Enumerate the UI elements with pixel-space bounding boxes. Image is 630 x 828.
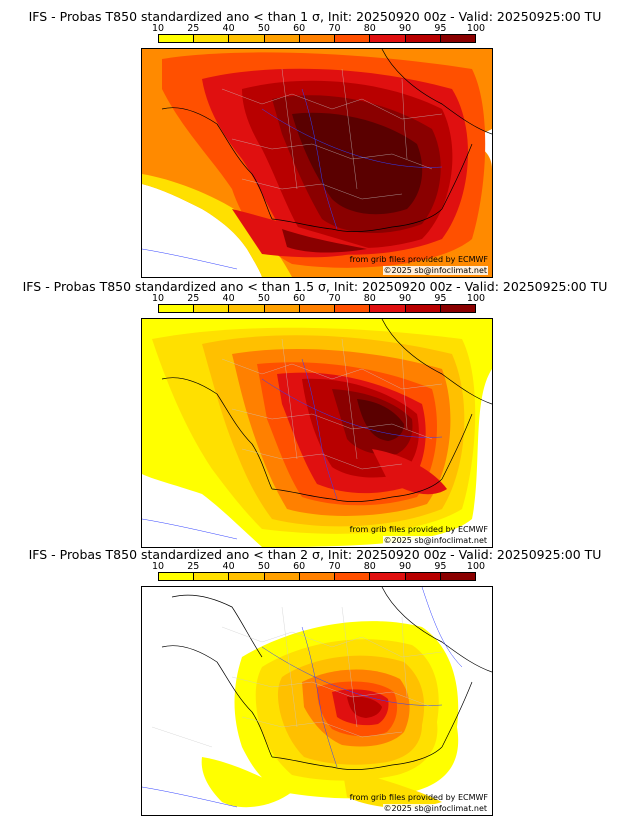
colorbar-tick-label: 90 (399, 293, 412, 304)
colorbar-swatch (335, 305, 371, 312)
colorbar (158, 34, 476, 43)
copyright-credit: ©2025 sb@infoclimat.net (382, 266, 488, 275)
colorbar (158, 304, 476, 313)
source-credit: from grib files provided by ECMWF (349, 793, 488, 802)
colorbar-swatch (440, 35, 475, 42)
map-panel-1-5sigma: IFS - Probas T850 standardized ano < tha… (0, 280, 630, 548)
colorbar-swatch (370, 573, 406, 580)
colorbar-swatch (405, 35, 441, 42)
colorbar-tick-label: 25 (187, 561, 200, 572)
map-panel-1sigma: IFS - Probas T850 standardized ano < tha… (0, 10, 630, 278)
panel-title: IFS - Probas T850 standardized ano < tha… (22, 279, 608, 294)
colorbar-tick-label: 10 (151, 293, 165, 304)
colorbar-swatch (299, 35, 336, 42)
colorbar-swatch (229, 305, 265, 312)
copyright-credit: ©2025 sb@infoclimat.net (382, 804, 488, 813)
colorbar-swatch (264, 305, 300, 312)
colorbar-tick-label: 100 (466, 293, 486, 304)
probability-map: from grib files provided by ECMWF ©2025 … (141, 48, 493, 278)
colorbar-swatch (440, 573, 475, 580)
colorbar-swatch (405, 573, 441, 580)
colorbar (158, 572, 476, 581)
colorbar-swatch (194, 305, 230, 312)
source-credit: from grib files provided by ECMWF (349, 255, 488, 264)
colorbar-tick-label: 60 (293, 23, 306, 34)
colorbar-tick-label: 90 (399, 561, 412, 572)
probability-map-graphic (142, 319, 492, 547)
colorbar-tick-label: 50 (257, 23, 270, 34)
colorbar-swatch (194, 35, 230, 42)
colorbar-swatch (370, 35, 406, 42)
colorbar-swatch (229, 573, 265, 580)
colorbar-swatch (370, 305, 406, 312)
colorbar-tick-label: 70 (328, 23, 341, 34)
colorbar-swatch (299, 305, 336, 312)
probability-map: from grib files provided by ECMWF ©2025 … (141, 586, 493, 816)
colorbar-swatch (335, 573, 371, 580)
colorbar-labels: 10 25 40 50 60 70 80 90 95 100 (152, 293, 485, 304)
colorbar-tick-label: 50 (257, 293, 270, 304)
colorbar-swatch (335, 35, 371, 42)
colorbar-tick-label: 50 (257, 561, 270, 572)
probability-map: from grib files provided by ECMWF ©2025 … (141, 318, 493, 548)
colorbar-labels: 10 25 40 50 60 70 80 90 95 100 (152, 23, 485, 34)
panel-title: IFS - Probas T850 standardized ano < tha… (28, 9, 602, 24)
colorbar-labels: 10 25 40 50 60 70 80 90 95 100 (152, 561, 485, 572)
probability-map-graphic (142, 587, 492, 815)
probability-map-graphic (142, 49, 492, 277)
colorbar-swatch (159, 35, 195, 42)
colorbar-swatch (159, 573, 195, 580)
colorbar-tick-label: 95 (434, 23, 447, 34)
colorbar-swatch (194, 573, 230, 580)
colorbar-tick-label: 40 (222, 561, 235, 572)
colorbar-tick-label: 95 (434, 561, 447, 572)
colorbar-tick-label: 95 (434, 293, 447, 304)
colorbar-tick-label: 40 (222, 293, 235, 304)
colorbar-tick-label: 70 (328, 293, 341, 304)
colorbar-tick-label: 25 (187, 293, 200, 304)
source-credit: from grib files provided by ECMWF (349, 525, 488, 534)
colorbar-swatch (264, 573, 300, 580)
colorbar-tick-label: 90 (399, 23, 412, 34)
colorbar-swatch (229, 35, 265, 42)
map-panel-2sigma: IFS - Probas T850 standardized ano < tha… (0, 548, 630, 816)
colorbar-tick-label: 80 (363, 23, 376, 34)
colorbar-tick-label: 100 (466, 23, 486, 34)
colorbar-tick-label: 10 (151, 23, 165, 34)
colorbar-tick-label: 10 (151, 561, 165, 572)
colorbar-tick-label: 40 (222, 23, 235, 34)
colorbar-tick-label: 70 (328, 561, 341, 572)
colorbar-tick-label: 60 (293, 561, 306, 572)
panel-title: IFS - Probas T850 standardized ano < tha… (28, 547, 602, 562)
colorbar-swatch (159, 305, 195, 312)
colorbar-swatch (405, 305, 441, 312)
colorbar-tick-label: 60 (293, 293, 306, 304)
colorbar-tick-label: 80 (363, 561, 376, 572)
colorbar-tick-label: 100 (466, 561, 486, 572)
colorbar-swatch (264, 35, 300, 42)
colorbar-swatch (299, 573, 336, 580)
copyright-credit: ©2025 sb@infoclimat.net (382, 536, 488, 545)
colorbar-tick-label: 25 (187, 23, 200, 34)
colorbar-tick-label: 80 (363, 293, 376, 304)
colorbar-swatch (440, 305, 475, 312)
